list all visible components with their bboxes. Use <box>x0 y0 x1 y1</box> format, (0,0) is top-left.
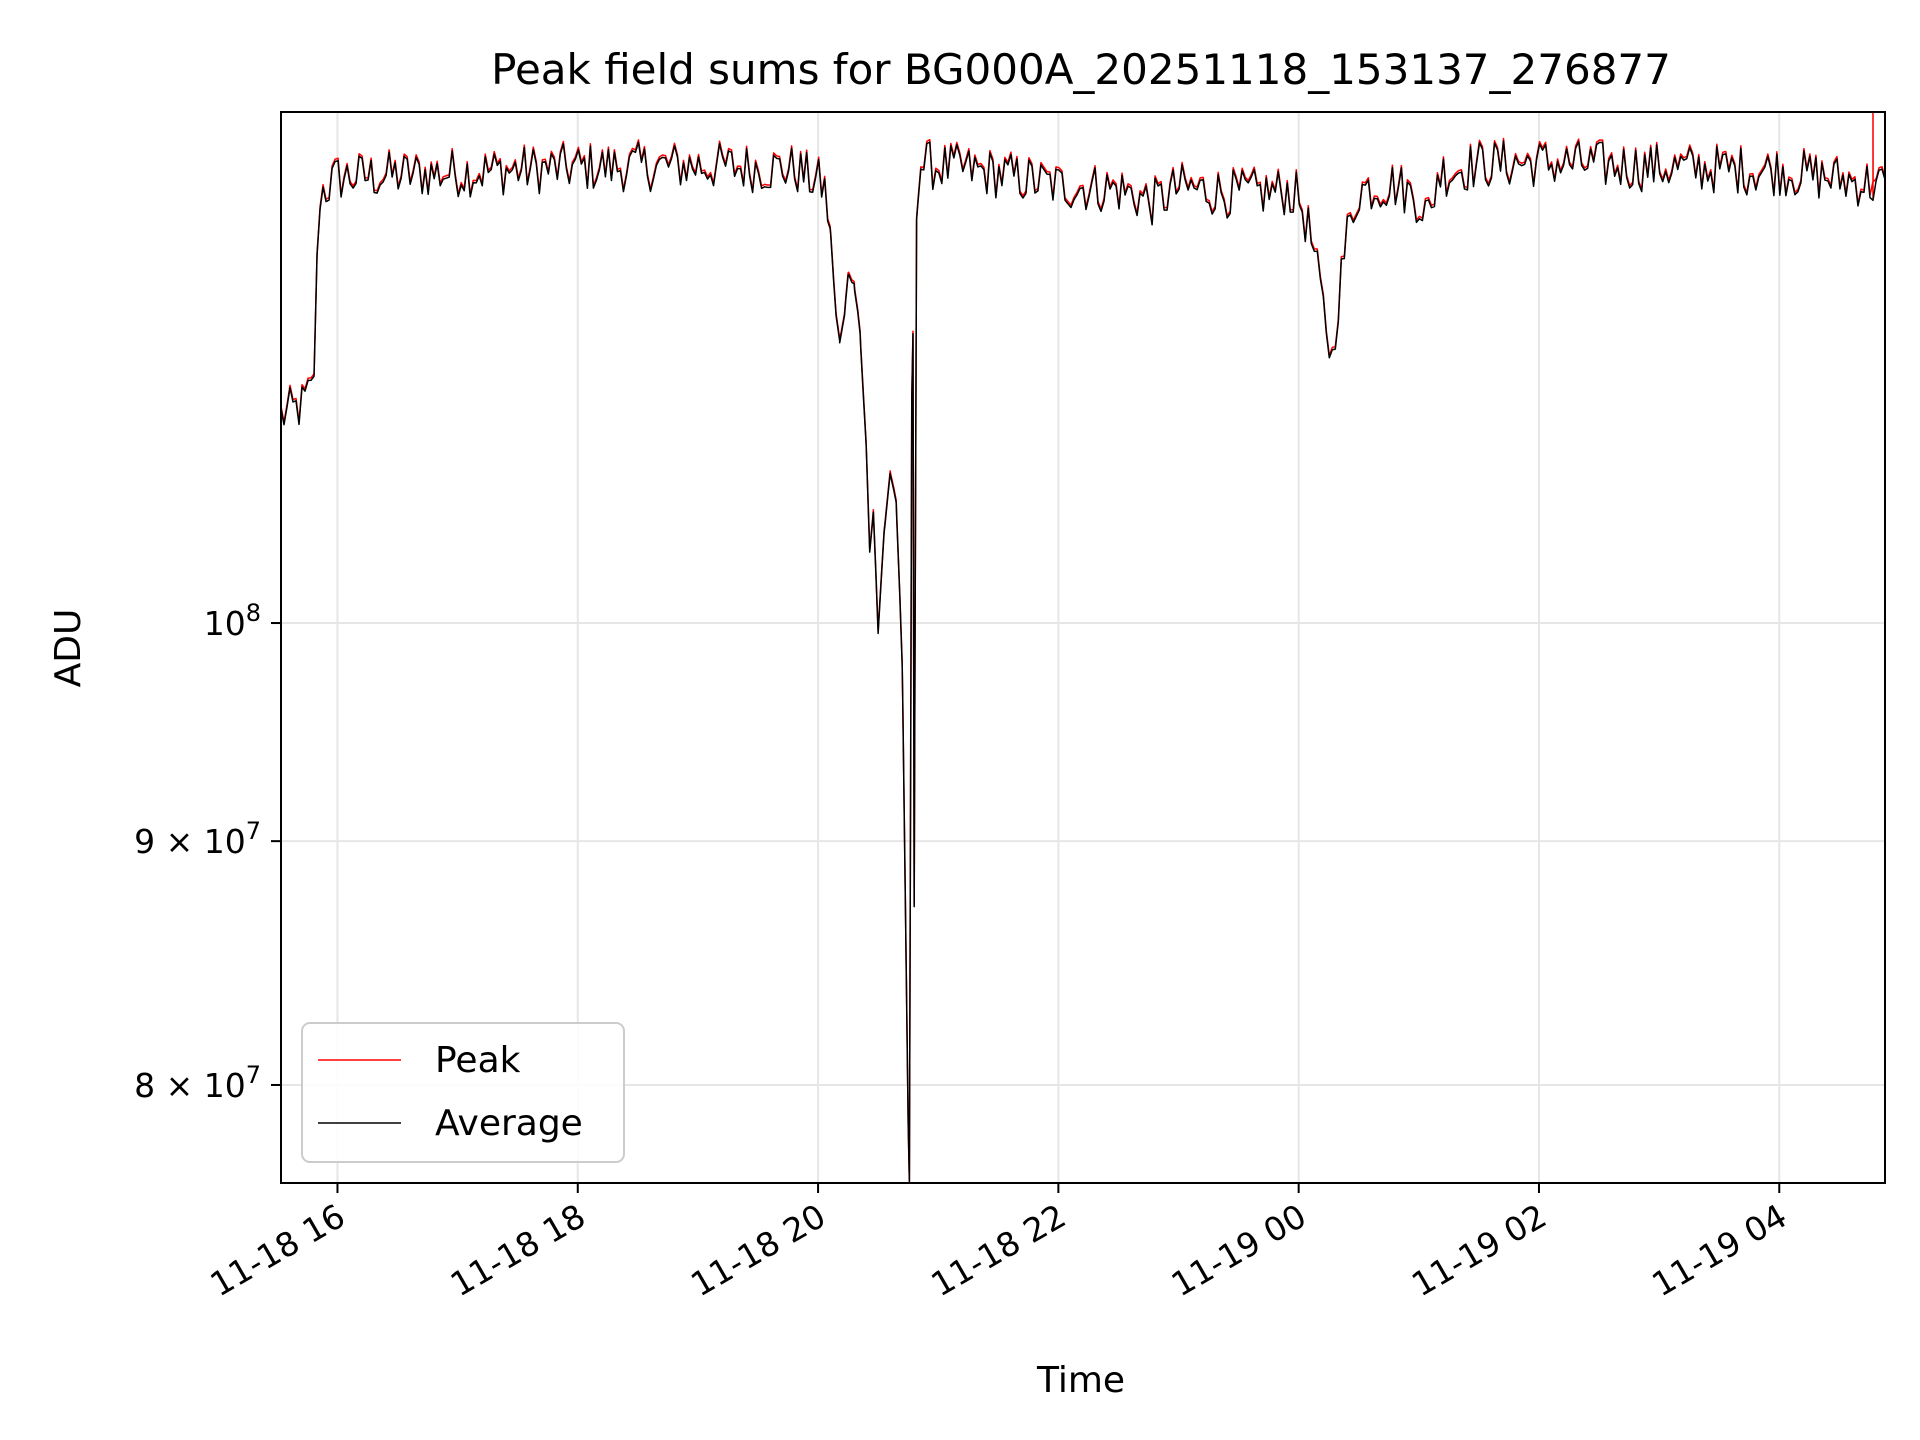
series-line-average <box>281 140 1885 1183</box>
chart-title: Peak field sums for BG000A_20251118_1531… <box>491 45 1671 94</box>
y-tick-label-2: 108 <box>204 599 261 643</box>
legend-label-peak: Peak <box>435 1040 521 1081</box>
legend-label-average: Average <box>435 1103 583 1144</box>
plot-area <box>281 112 1885 1183</box>
legend-box <box>301 1022 625 1163</box>
y-axis-label: ADU <box>48 609 89 688</box>
y-axis: 8 × 107 9 × 107 108 <box>134 599 281 1105</box>
x-axis-label: Time <box>1036 1360 1125 1401</box>
legend: Peak Average <box>301 1022 625 1163</box>
y-tick-label-1: 9 × 107 <box>134 817 261 861</box>
plot-frame <box>280 111 1886 1184</box>
y-tick-label-0: 8 × 107 <box>134 1061 261 1105</box>
